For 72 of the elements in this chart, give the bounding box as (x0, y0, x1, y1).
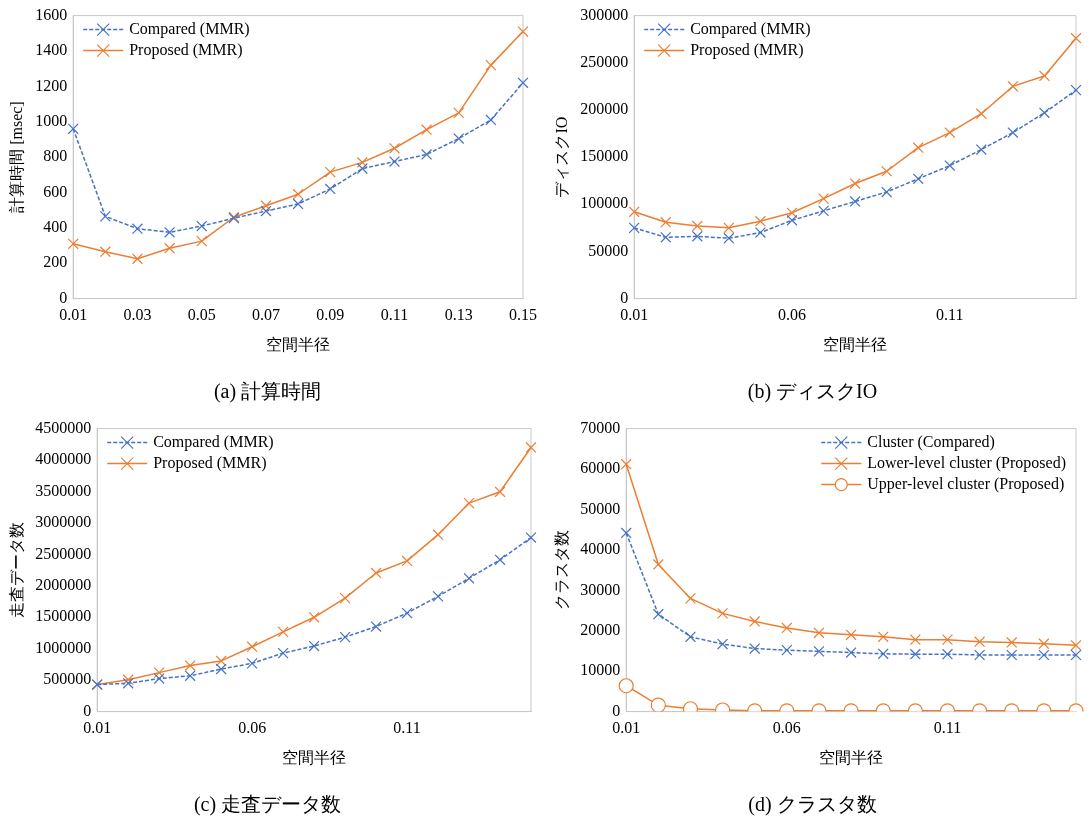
y-tick-label: 4000000 (35, 450, 92, 468)
y-tick-label: 3000000 (35, 513, 92, 531)
x-tick-label: 0.11 (393, 719, 421, 737)
y-tick-label: 100000 (580, 194, 629, 212)
y-tick-label: 1500000 (35, 607, 92, 625)
y-tick-label: 50000 (588, 241, 629, 259)
x-tick-label: 0.07 (251, 306, 280, 324)
x-tick-label: 0.06 (238, 719, 267, 737)
legend-label: Compared (MMR) (690, 19, 811, 38)
y-axis-title: ディスクIO (552, 116, 570, 198)
y-tick-label: 0 (620, 288, 629, 306)
y-tick-label: 1000000 (35, 638, 92, 656)
y-tick-label: 3500000 (35, 481, 92, 499)
x-tick-label: 0.11 (936, 306, 964, 324)
y-tick-label: 60000 (580, 459, 621, 477)
y-tick-label: 50000 (580, 499, 621, 517)
y-axis-title: 走査データ数 (7, 522, 25, 619)
y-tick-label: 600 (43, 182, 68, 200)
legend-label: Cluster (Compared) (867, 432, 995, 451)
legend-label: Upper-level cluster (Proposed) (867, 474, 1065, 493)
y-axis-title: 計算時間 [msec] (7, 101, 25, 213)
y-tick-label: 0 (83, 701, 92, 719)
legend-label: Compared (MMR) (153, 432, 274, 451)
y-tick-label: 10000 (580, 661, 621, 679)
y-tick-label: 2500000 (35, 544, 92, 562)
y-tick-label: 800 (43, 147, 68, 165)
y-tick-label: 2000000 (35, 576, 92, 594)
x-axis-title: 空間半径 (282, 748, 347, 766)
legend-label: Proposed (MMR) (129, 40, 243, 59)
text: (c) 走査データ数 (193, 793, 342, 817)
legend-label: Lower-level cluster (Proposed) (867, 453, 1066, 472)
x-tick-label: 0.03 (123, 306, 152, 324)
y-tick-label: 40000 (580, 540, 621, 558)
y-tick-label: 150000 (580, 147, 629, 165)
x-axis-title: 空間半径 (819, 748, 884, 766)
text: (d) クラスタ数 (748, 793, 877, 817)
y-tick-label: 30000 (580, 580, 621, 598)
y-tick-label: 300000 (580, 5, 629, 23)
y-tick-label: 400 (43, 218, 68, 236)
x-tick-label: 0.13 (444, 306, 473, 324)
y-tick-label: 0 (59, 288, 68, 306)
y-tick-label: 250000 (580, 52, 629, 70)
x-tick-label: 0.06 (777, 306, 806, 324)
x-tick-label: 0.01 (83, 719, 112, 737)
x-tick-label: 0.11 (933, 719, 962, 737)
y-tick-label: 200000 (580, 100, 629, 118)
x-tick-label: 0.11 (380, 306, 409, 324)
x-tick-label: 0.09 (316, 306, 345, 324)
x-axis-title: 空間半径 (266, 335, 331, 353)
legend-label: Proposed (MMR) (690, 40, 804, 59)
legend-label: Proposed (MMR) (153, 453, 267, 472)
y-tick-label: 1600 (35, 5, 68, 23)
x-tick-label: 0.15 (509, 306, 537, 324)
x-tick-label: 0.05 (187, 306, 216, 324)
y-tick-label: 20000 (580, 620, 621, 638)
y-tick-label: 500000 (43, 670, 92, 688)
text: (a) 計算時間 (213, 380, 322, 404)
x-tick-label: 0.06 (772, 719, 801, 737)
x-tick-label: 0.01 (59, 306, 88, 324)
y-tick-label: 0 (612, 701, 621, 719)
y-tick-label: 4500000 (35, 418, 92, 436)
y-tick-label: 1200 (35, 76, 68, 94)
x-axis-title: 空間半径 (823, 335, 888, 353)
legend-label: Compared (MMR) (129, 19, 250, 38)
x-tick-label: 0.01 (620, 306, 649, 324)
y-tick-label: 200 (43, 253, 68, 271)
text: (b) ディスクIO (747, 380, 878, 404)
y-tick-label: 70000 (580, 418, 621, 436)
y-tick-label: 1400 (35, 41, 68, 59)
x-tick-label: 0.01 (612, 719, 641, 737)
y-tick-label: 1000 (35, 111, 68, 129)
y-axis-title: クラスタ数 (552, 530, 570, 611)
